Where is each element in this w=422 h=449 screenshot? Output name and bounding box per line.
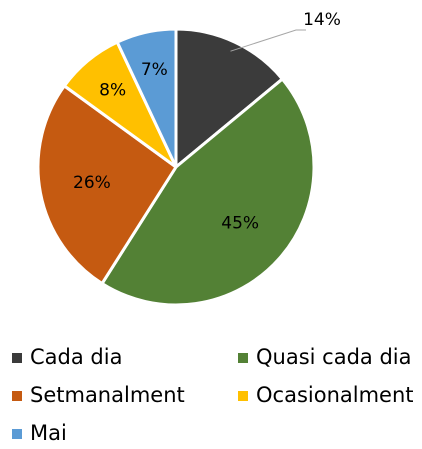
legend-swatch [12, 391, 22, 401]
pie-slice [99, 76, 316, 307]
legend-label: Cada dia [30, 345, 122, 369]
data-label: 26% [73, 173, 111, 193]
legend-swatch [238, 391, 248, 401]
legend-label: Quasi cada dia [256, 345, 411, 369]
legend-swatch [238, 353, 248, 363]
leader-line [230, 29, 306, 52]
pie-slice [115, 27, 178, 168]
legend-label: Mai [30, 421, 67, 445]
legend-swatch [12, 353, 22, 363]
legend-swatch [12, 429, 22, 439]
legend-label: Ocasionalment [256, 383, 414, 407]
data-label: 45% [221, 214, 259, 234]
legend-label: Setmanalment [30, 383, 185, 407]
data-label: 14% [303, 10, 341, 30]
pie-slice [174, 27, 285, 171]
data-label: 7% [141, 60, 168, 80]
pie-slice [36, 83, 179, 286]
data-label: 8% [99, 80, 126, 100]
